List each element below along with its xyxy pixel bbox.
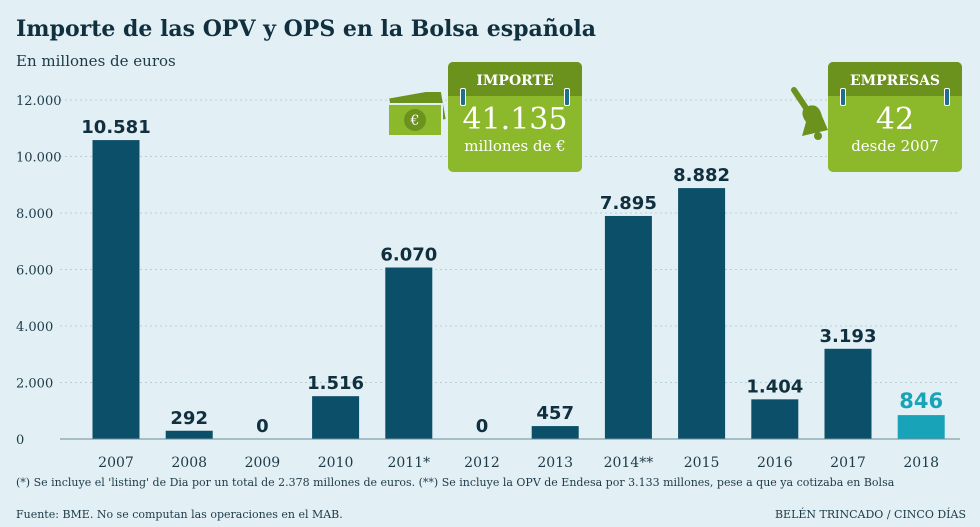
- x-tick-label: 2018: [903, 455, 939, 471]
- ring-icon: [564, 88, 570, 106]
- card-caption: millones de €: [464, 137, 566, 155]
- bell-icon: [791, 87, 828, 140]
- ring-icon: [460, 88, 466, 106]
- bar: [678, 188, 726, 439]
- svg-text:€: €: [410, 113, 420, 129]
- value-label: 0: [476, 416, 489, 437]
- card-value: 42: [875, 102, 915, 137]
- x-tick-label: 2007: [98, 455, 134, 471]
- chart-subtitle: En millones de euros: [16, 52, 176, 70]
- y-tick-label: 10.000: [16, 151, 62, 166]
- ring-icon: [840, 88, 846, 106]
- card-header: IMPORTE: [448, 62, 582, 96]
- x-tick-label: 2017: [830, 455, 866, 471]
- bar: [751, 399, 799, 439]
- x-tick-label: 2016: [757, 455, 793, 471]
- x-tick-label: 2015: [684, 455, 720, 471]
- x-tick-label: 2009: [245, 455, 281, 471]
- importe-card: IMPORTE 41.135 millones de €: [448, 62, 582, 172]
- x-tick-label: 2014**: [604, 455, 654, 471]
- value-label: 457: [536, 403, 574, 424]
- y-tick-label: 2.000: [16, 377, 53, 392]
- y-tick-label: 12.000: [16, 94, 62, 109]
- value-label: 292: [170, 408, 208, 429]
- value-label: 6.070: [380, 245, 437, 266]
- empresas-card: EMPRESAS 42 desde 2007: [828, 62, 962, 172]
- value-label: 3.193: [820, 326, 877, 347]
- y-tick-label: 0: [16, 433, 24, 448]
- card-value: 41.135: [462, 102, 568, 137]
- x-tick-label: 2010: [318, 455, 354, 471]
- bar: [531, 426, 579, 439]
- x-tick-label: 2008: [171, 455, 207, 471]
- value-label: 7.895: [600, 193, 657, 214]
- y-tick-label: 6.000: [16, 264, 53, 279]
- credit: BELÉN TRINCADO / CINCO DÍAS: [774, 508, 966, 521]
- value-label: 1.404: [746, 376, 803, 397]
- y-tick-label: 8.000: [16, 207, 53, 222]
- value-label: 10.581: [81, 117, 150, 138]
- bar: [385, 267, 433, 439]
- value-label: 846: [899, 389, 943, 413]
- chart-title: Importe de las OPV y OPS en la Bolsa esp…: [16, 16, 597, 42]
- bar: [604, 215, 652, 439]
- x-tick-label: 2013: [537, 455, 573, 471]
- x-tick-label: 2011*: [387, 455, 430, 471]
- card-header: EMPRESAS: [828, 62, 962, 96]
- source: Fuente: BME. No se computan las operacio…: [16, 508, 343, 521]
- value-label: 1.516: [307, 373, 364, 394]
- y-tick-label: 4.000: [16, 320, 53, 335]
- bar: [165, 430, 213, 439]
- card-caption: desde 2007: [851, 137, 939, 155]
- value-label: 0: [256, 416, 269, 437]
- bar: [92, 140, 140, 440]
- bar: [824, 348, 872, 439]
- bar: [312, 396, 360, 439]
- bar: [897, 415, 945, 439]
- value-label: 8.882: [673, 165, 730, 186]
- footnote: (*) Se incluye el 'listing' de Dia por u…: [16, 476, 895, 489]
- x-tick-label: 2012: [464, 455, 500, 471]
- money-icon: €: [387, 92, 446, 137]
- ring-icon: [944, 88, 950, 106]
